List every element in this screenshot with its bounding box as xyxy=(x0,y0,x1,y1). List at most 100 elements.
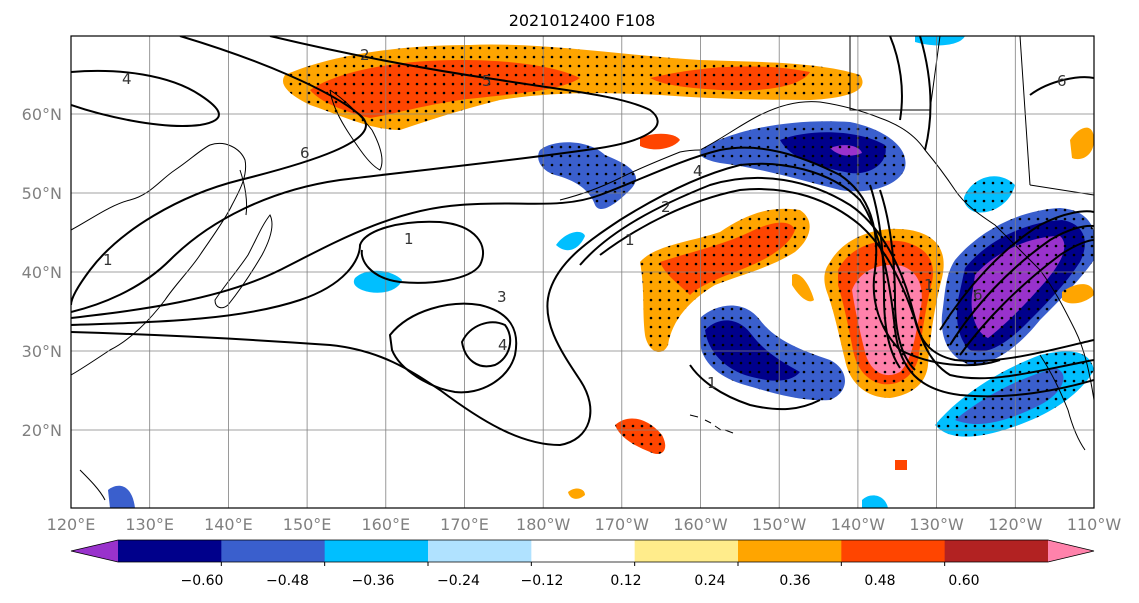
contours xyxy=(71,36,1094,447)
negative-anomaly-small-mid xyxy=(556,231,585,251)
lon-tick-label: 150°E xyxy=(283,515,332,534)
contour-label: 1 xyxy=(707,374,717,392)
colorbar-ticks xyxy=(220,562,946,566)
colorbar-cell xyxy=(944,540,1049,562)
lon-tick-label: 140°W xyxy=(831,515,886,534)
admin-borders xyxy=(849,36,1094,196)
map-panel: 2 5 4 1 6 6 2 1 1 3 4 1 1 4 6 xyxy=(71,36,1094,508)
contour-label: 1 xyxy=(625,231,635,249)
colorbar-tick-label: −0.12 xyxy=(521,573,564,589)
contour-line-12 xyxy=(919,36,932,151)
contour-line-6 xyxy=(71,162,1094,447)
contour-line-8 xyxy=(460,321,512,368)
colorbar-tick-label: −0.60 xyxy=(181,573,224,589)
colorbar-extend-low xyxy=(71,540,118,562)
contour-line-15 xyxy=(939,210,1094,331)
coast-sakhalin xyxy=(239,169,248,216)
contour-line-5 xyxy=(71,220,485,326)
colorbar-outline xyxy=(70,539,1095,563)
colorbar-tick-label: 0.48 xyxy=(864,573,895,589)
coast-aleutians xyxy=(559,149,701,201)
colorbar-tick-label: −0.48 xyxy=(266,573,309,589)
contour-line-9 xyxy=(579,176,1094,380)
negative-anomaly-small-south xyxy=(862,495,888,508)
negative-anomaly-small-west xyxy=(353,270,402,293)
contour-label: 4 xyxy=(693,162,703,180)
longitude-labels: 120°E 130°E 140°E 150°E 160°E 170°E 180°… xyxy=(47,515,1122,534)
lon-tick-label: 170°W xyxy=(595,515,650,534)
colorbar-cells xyxy=(70,539,1095,563)
lat-tick-label: 20°N xyxy=(22,421,62,440)
colorbar-tick-label: −0.36 xyxy=(352,573,395,589)
contour-line-17 xyxy=(959,239,1094,356)
latitude-labels: 20°N 30°N 40°N 50°N 60°N xyxy=(22,105,62,440)
contour-label: 1 xyxy=(404,230,414,248)
contour-label: 4 xyxy=(122,70,132,88)
map-frame xyxy=(70,35,1095,509)
lat-tick-label: 50°N xyxy=(22,184,62,203)
contour-label: 5 xyxy=(482,72,492,90)
lon-tick-label: 160°W xyxy=(673,515,728,534)
lon-tick-label: 130°W xyxy=(909,515,964,534)
colorbar-cell xyxy=(738,540,842,562)
colorbar-cell xyxy=(634,540,739,562)
lon-tick-label: 130°E xyxy=(125,515,174,534)
colorbar-tick-label: −0.24 xyxy=(437,573,480,589)
contour-label: 2 xyxy=(661,198,671,216)
contour-label: 6 xyxy=(973,286,983,304)
colorbar-cell xyxy=(324,540,429,562)
contour-label: 6 xyxy=(300,144,310,162)
positive-anomaly-small-east xyxy=(792,274,814,302)
lon-tick-label: 140°E xyxy=(204,515,253,534)
contour-line-14 xyxy=(689,364,821,411)
colorbar-extend-high xyxy=(1048,540,1094,562)
colorbar-cell xyxy=(428,540,532,562)
colorbar-tick-label: 0.12 xyxy=(610,573,641,589)
colorbar-cell xyxy=(221,540,326,562)
contour-line-2 xyxy=(71,36,367,306)
negative-anomaly-small-north-edge xyxy=(915,36,965,46)
lon-tick-label: 150°W xyxy=(752,515,807,534)
colorbar-tick-label: 0.24 xyxy=(694,573,725,589)
map-title: 2021012400 F108 xyxy=(509,11,656,30)
colorbar-cell xyxy=(841,540,946,562)
lon-tick-label: 170°E xyxy=(440,515,489,534)
lat-tick-label: 60°N xyxy=(22,105,62,124)
contour-line-18 xyxy=(879,189,916,371)
positive-anomaly-small-dot xyxy=(568,488,585,499)
colorbar: −0.60 −0.48 −0.36 −0.24 −0.12 0.12 0.24 … xyxy=(70,539,1095,589)
positive-anomaly-hudson-edge xyxy=(1070,127,1094,160)
colorbar-cell xyxy=(531,540,636,562)
positive-anomaly-small-sq xyxy=(895,460,907,470)
contour-line-7 xyxy=(388,302,518,394)
lon-tick-label: 120°W xyxy=(988,515,1043,534)
contour-label: 3 xyxy=(497,288,507,306)
contour-line-19 xyxy=(869,184,901,369)
contour-line-13 xyxy=(1029,76,1094,96)
contour-label: 6 xyxy=(1057,72,1067,90)
lon-tick-label: 110°W xyxy=(1067,515,1122,534)
coast-alaska xyxy=(699,101,956,191)
shaded-anomalies xyxy=(108,36,1094,508)
coast-hawaii xyxy=(689,414,734,434)
contour-line-3 xyxy=(71,36,659,313)
contour-label: 1 xyxy=(924,276,934,294)
contour-line-11 xyxy=(889,36,903,121)
colorbar-tick-label: 0.36 xyxy=(779,573,810,589)
contour-line-4 xyxy=(71,146,1001,367)
gridlines xyxy=(71,36,1094,508)
lon-tick-label: 160°E xyxy=(361,515,410,534)
contour-line-1 xyxy=(71,69,220,127)
coast-asia xyxy=(71,143,247,376)
colorbar-cell xyxy=(118,540,222,562)
contour-label: 1 xyxy=(103,251,113,269)
positive-anomaly-small-gulf xyxy=(640,133,680,150)
coast-philippines xyxy=(79,469,106,501)
contour-label: 2 xyxy=(360,46,370,64)
lat-tick-label: 40°N xyxy=(22,263,62,282)
lon-tick-label: 180°W xyxy=(516,515,571,534)
colorbar-tick-label: 0.60 xyxy=(948,573,979,589)
contour-label: 4 xyxy=(498,336,508,354)
